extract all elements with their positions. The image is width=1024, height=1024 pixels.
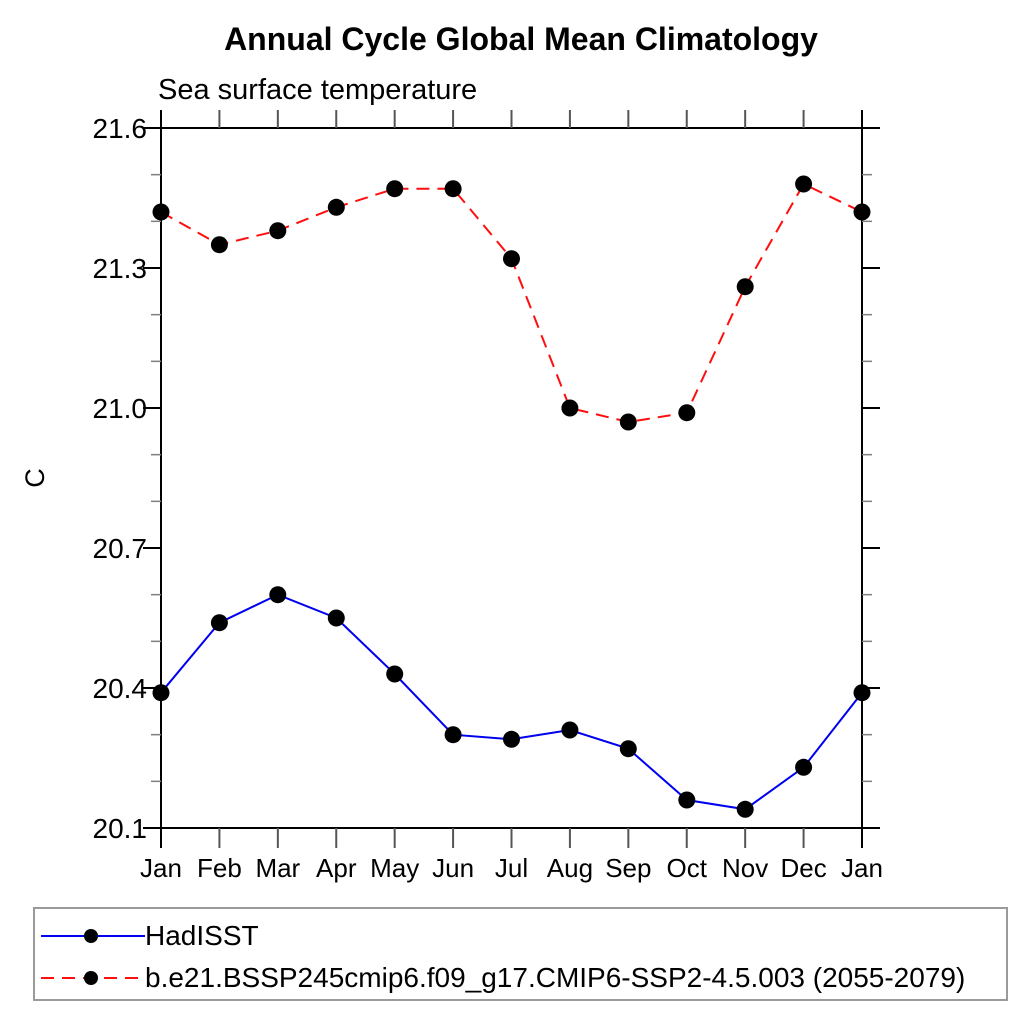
model-sample-marker xyxy=(84,971,98,985)
y-axis-labels: 20.1 20.4 20.7 21.0 21.3 21.6 xyxy=(93,113,148,844)
chart-title: Annual Cycle Global Mean Climatology xyxy=(224,21,818,57)
data-point-marker xyxy=(736,800,754,818)
y-tick-label: 20.4 xyxy=(93,673,148,704)
data-point-marker xyxy=(678,791,696,809)
data-point-marker xyxy=(736,278,754,296)
y-tick-label: 20.7 xyxy=(93,533,148,564)
data-point-marker xyxy=(269,586,287,604)
x-tick-label: Aug xyxy=(547,853,593,883)
x-tick-label: May xyxy=(370,853,419,883)
data-point-marker xyxy=(853,203,871,221)
hadisst-sample-marker xyxy=(84,929,98,943)
data-point-marker xyxy=(853,684,871,702)
legend-box: HadISST b.e21.BSSP245cmip6.f09_g17.CMIP6… xyxy=(33,907,1008,1001)
data-point-marker xyxy=(444,726,462,744)
data-point-marker xyxy=(152,684,170,702)
data-point-marker xyxy=(503,250,520,268)
data-point-marker xyxy=(619,413,637,431)
x-tick-label: Jul xyxy=(495,853,528,883)
legend-label-model: b.e21.BSSP245cmip6.f09_g17.CMIP6-SSP2-4.… xyxy=(145,962,966,993)
chart-subtitle: Sea surface temperature xyxy=(158,74,478,106)
data-point-marker xyxy=(327,198,345,216)
x-tick-label: Sep xyxy=(605,853,651,883)
x-tick-label: Dec xyxy=(780,853,826,883)
chart-canvas: Jan Feb Mar Apr May Jun Jul Aug Sep Oct Nov Dec Jan 2… xyxy=(20,110,883,883)
data-point-marker xyxy=(503,730,520,748)
model-line-sample xyxy=(41,971,145,985)
x-tick-label: Oct xyxy=(667,853,708,883)
x-tick-label: Mar xyxy=(255,853,300,883)
y-tick-label: 21.6 xyxy=(93,113,148,144)
x-tick-label: Feb xyxy=(197,853,242,883)
y-axis-title: C xyxy=(20,468,50,488)
x-tick-label: Jan xyxy=(841,853,883,883)
y-tick-label: 20.1 xyxy=(93,813,148,844)
data-point-marker xyxy=(386,665,404,683)
x-tick-label: Nov xyxy=(722,853,768,883)
y-tick-label: 21.0 xyxy=(93,393,148,424)
y-axis-ticks xyxy=(143,127,880,829)
series-markers-1 xyxy=(152,175,871,431)
series-line-1 xyxy=(160,182,863,424)
data-point-marker xyxy=(561,721,579,739)
x-axis-labels: Jan Feb Mar Apr May Jun Jul Aug Sep Oct Nov Dec Jan xyxy=(140,853,883,883)
hadisst-line-sample xyxy=(41,929,145,943)
series-markers-0 xyxy=(152,586,871,818)
y-tick-label: 21.3 xyxy=(93,253,148,284)
data-point-marker xyxy=(619,740,637,758)
data-point-marker xyxy=(152,203,170,221)
series-line-0 xyxy=(160,593,863,811)
legend-entry-model: b.e21.BSSP245cmip6.f09_g17.CMIP6-SSP2-4.… xyxy=(41,962,966,993)
data-point-marker xyxy=(327,609,345,627)
data-point-marker xyxy=(795,175,813,193)
data-point-marker xyxy=(795,758,813,776)
data-point-marker xyxy=(678,404,696,422)
data-point-marker xyxy=(210,236,228,254)
x-tick-label: Jun xyxy=(432,853,474,883)
data-point-marker xyxy=(386,180,404,198)
legend-entry-hadisst: HadISST xyxy=(41,920,259,951)
data-point-marker xyxy=(269,222,287,240)
data-point-marker xyxy=(210,614,228,632)
data-point-marker xyxy=(444,180,462,198)
data-point-marker xyxy=(561,399,579,417)
legend-label-hadisst: HadISST xyxy=(145,920,259,951)
x-tick-label: Apr xyxy=(316,853,357,883)
x-tick-label: Jan xyxy=(140,853,182,883)
plot-frame xyxy=(143,127,880,829)
x-axis-ticks xyxy=(160,110,863,848)
